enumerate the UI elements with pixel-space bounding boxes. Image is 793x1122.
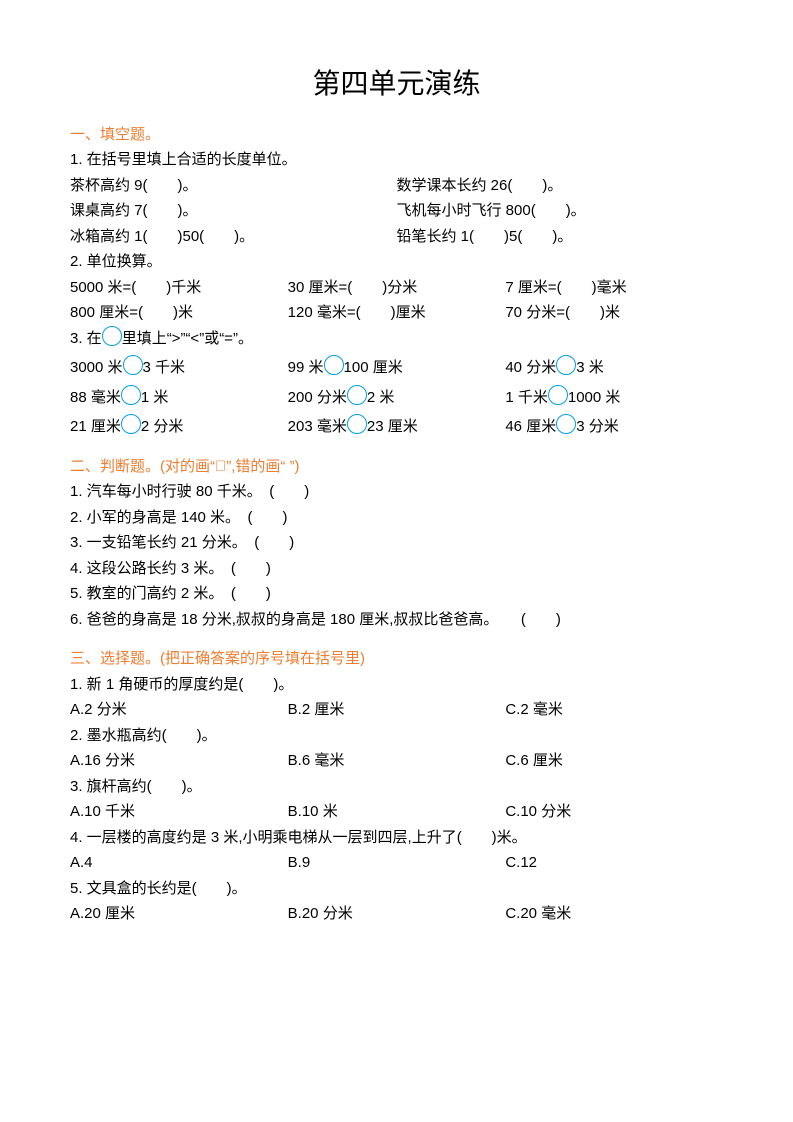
s3-q5-stem: 5. 文具盒的长约是( )。 (70, 876, 723, 902)
opt-a: A.20 厘米 (70, 901, 288, 927)
s2-item: 6. 爸爸的身高是 18 分米,叔叔的身高是 180 厘米,叔叔比爸爸高。 ( … (70, 607, 723, 633)
q2-stem: 2. 单位换算。 (70, 249, 723, 275)
comp-l: 21 厘米 (70, 418, 121, 435)
s2-item: 5. 教室的门高约 2 米。 ( ) (70, 581, 723, 607)
q2-a2: 30 厘米=( )分米 (288, 275, 506, 301)
s3-q3-stem: 3. 旗杆高约( )。 (70, 774, 723, 800)
comp-r: 1 米 (141, 389, 169, 406)
section3-heading: 三、选择题。(把正确答案的序号填在括号里) (70, 646, 723, 672)
opt-b: B.2 厘米 (288, 697, 506, 723)
s2-item: 4. 这段公路长约 3 米。 ( ) (70, 556, 723, 582)
comp-l: 88 毫米 (70, 389, 121, 406)
q1-stem: 1. 在括号里填上合适的长度单位。 (70, 147, 723, 173)
comp-r: 1000 米 (568, 389, 621, 406)
comp-r: 2 米 (367, 389, 395, 406)
comp-r: 3 米 (576, 359, 604, 376)
q1-c2: 铅笔长约 1( )5( )。 (397, 224, 724, 250)
comp-r: 3 分米 (576, 418, 619, 435)
section2-heading: 二、判断题。(对的画“􀀻”,错的画“ ”) (70, 454, 723, 480)
comp-l: 3000 米 (70, 359, 123, 376)
opt-c: C.6 厘米 (505, 748, 723, 774)
opt-b: B.10 米 (288, 799, 506, 825)
q1-a1: 茶杯高约 9( )。 (70, 173, 397, 199)
comp-r: 3 千米 (143, 359, 186, 376)
opt-c: C.10 分米 (505, 799, 723, 825)
opt-a: A.2 分米 (70, 697, 288, 723)
opt-c: C.12 (505, 850, 723, 876)
opt-b: B.20 分米 (288, 901, 506, 927)
section1-heading: 一、填空题。 (70, 122, 723, 148)
q1-c1: 冰箱高约 1( )50( )。 (70, 224, 397, 250)
opt-c: C.2 毫米 (505, 697, 723, 723)
circle-icon (121, 414, 141, 434)
q1-b1: 课桌高约 7( )。 (70, 198, 397, 224)
opt-a: A.16 分米 (70, 748, 288, 774)
comp-l: 40 分米 (505, 359, 556, 376)
circle-icon (121, 385, 141, 405)
s2-item: 1. 汽车每小时行驶 80 千米。 ( ) (70, 479, 723, 505)
q3-stem: 3. 在 里填上“>”“<”或“=”。 (70, 326, 723, 352)
q2-b1: 800 厘米=( )米 (70, 300, 288, 326)
opt-a: A.4 (70, 850, 288, 876)
s3-q4-stem: 4. 一层楼的高度约是 3 米,小明乘电梯从一层到四层,上升了( )米。 (70, 825, 723, 851)
opt-b: B.6 毫米 (288, 748, 506, 774)
q3-suffix: 里填上“>”“<”或“=”。 (122, 330, 253, 347)
s3-q1-stem: 1. 新 1 角硬币的厚度约是( )。 (70, 672, 723, 698)
comp-r: 23 厘米 (367, 418, 418, 435)
circle-icon (347, 414, 367, 434)
comp-l: 1 千米 (505, 389, 548, 406)
q2-b3: 70 分米=( )米 (505, 300, 723, 326)
s3-q2-stem: 2. 墨水瓶高约( )。 (70, 723, 723, 749)
comp-r: 100 厘米 (344, 359, 403, 376)
page-title: 第四单元演练 (70, 60, 723, 108)
circle-icon (556, 414, 576, 434)
q1-b2: 飞机每小时飞行 800( )。 (397, 198, 724, 224)
circle-icon (123, 355, 143, 375)
comp-l: 46 厘米 (505, 418, 556, 435)
circle-icon (548, 385, 568, 405)
q3-row2: 88 毫米 1 米 200 分米 2 米 1 千米 1000 米 (70, 385, 723, 411)
q1-a2: 数学课本长约 26( )。 (397, 173, 724, 199)
comp-l: 203 毫米 (288, 418, 347, 435)
comp-l: 99 米 (288, 359, 324, 376)
circle-icon (347, 385, 367, 405)
opt-a: A.10 千米 (70, 799, 288, 825)
q3-row1: 3000 米 3 千米 99 米 100 厘米 40 分米 3 米 (70, 355, 723, 381)
q2-a1: 5000 米=( )千米 (70, 275, 288, 301)
circle-icon (324, 355, 344, 375)
opt-c: C.20 毫米 (505, 901, 723, 927)
s2-item: 3. 一支铅笔长约 21 分米。 ( ) (70, 530, 723, 556)
s2-item: 2. 小军的身高是 140 米。 ( ) (70, 505, 723, 531)
q2-a3: 7 厘米=( )毫米 (505, 275, 723, 301)
circle-icon (102, 326, 122, 346)
q3-prefix: 3. 在 (70, 330, 102, 347)
circle-icon (556, 355, 576, 375)
q2-b2: 120 毫米=( )厘米 (288, 300, 506, 326)
comp-r: 2 分米 (141, 418, 184, 435)
q3-row3: 21 厘米 2 分米 203 毫米 23 厘米 46 厘米 3 分米 (70, 414, 723, 440)
comp-l: 200 分米 (288, 389, 347, 406)
opt-b: B.9 (288, 850, 506, 876)
